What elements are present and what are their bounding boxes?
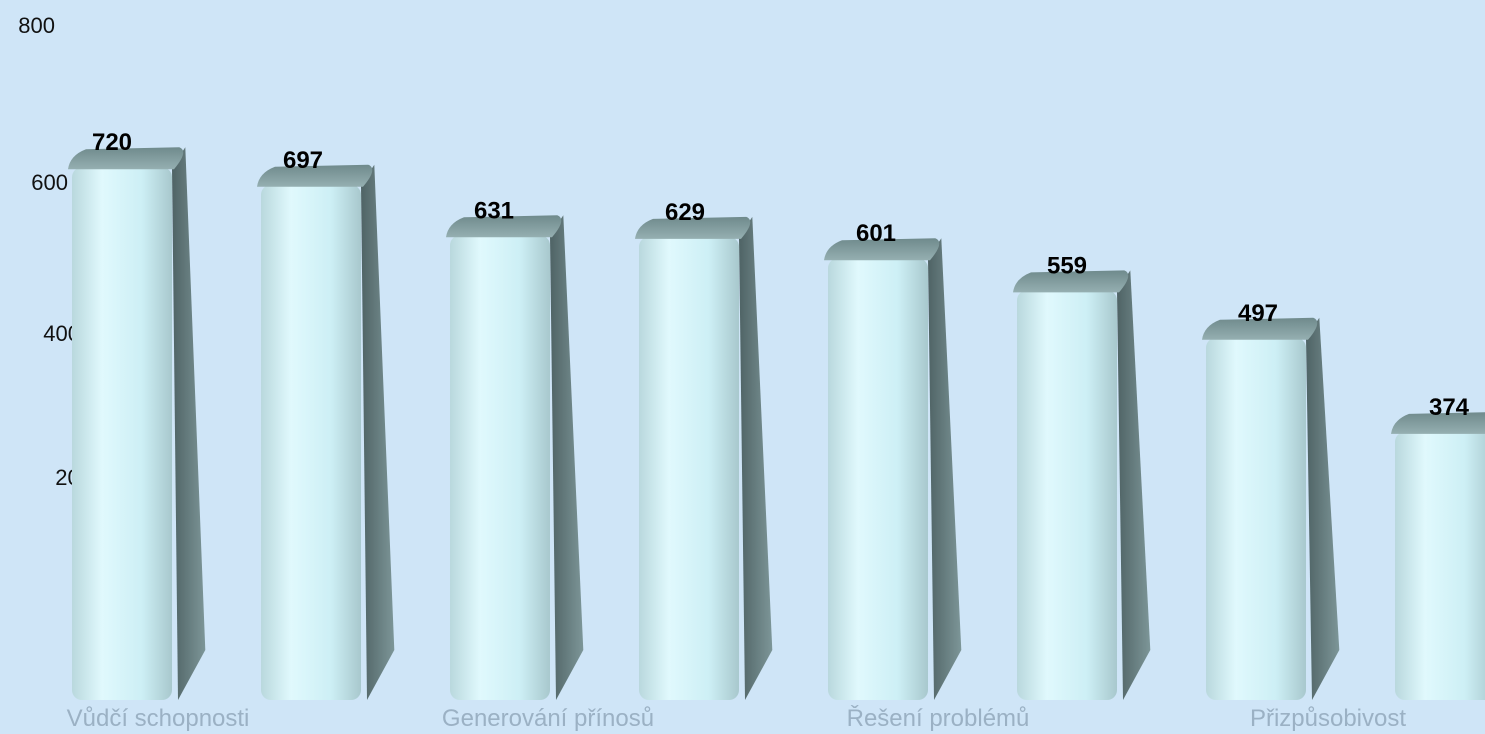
bar-side [739,216,773,700]
bar-face [1017,290,1117,700]
bars [68,147,1485,701]
value-labels: 720 697 631 629 601 559 497 374 [92,129,1470,421]
bar [1013,270,1151,700]
value-label: 559 [1047,252,1087,279]
value-label: 720 [92,129,132,156]
bar-top [635,216,751,239]
y-tick-label: 600 [31,170,68,195]
bar-face [1206,337,1306,700]
category-label: Přizpůsobivost [1250,705,1406,732]
bar-top [68,147,184,170]
bar-face [450,235,550,700]
category-label: Řešení problémů [847,705,1030,732]
bar-face [72,167,172,700]
bar-side [550,215,584,700]
bar [635,216,773,700]
bar-top [446,215,562,238]
bar-side [928,238,962,701]
category-labels: Vůdčí schopnosti Generování přínosů Řešení… [67,705,1407,732]
bar-side [361,164,395,701]
value-label: 629 [665,199,705,226]
bar-top [1391,412,1485,434]
bar-top [1013,270,1129,293]
value-label: 697 [283,147,323,174]
bar-face [639,236,739,700]
bar-side [172,147,206,700]
bar [1202,317,1340,700]
bar-face [1395,431,1485,700]
bar [1391,412,1485,700]
bar [257,164,395,701]
category-label: Vůdčí schopnosti [67,705,250,732]
bar-top [824,238,940,261]
bar-face [261,184,361,701]
value-label: 601 [856,220,896,247]
value-label: 374 [1429,394,1470,421]
bar [824,238,962,701]
bar [446,215,584,700]
value-label: 497 [1238,300,1278,327]
value-label: 631 [474,197,514,224]
y-tick-label: 800 [18,13,55,38]
category-label: Generování přínosů [442,705,654,732]
bar-top [1202,317,1318,340]
bar-top [257,164,373,187]
bar-face [828,258,928,700]
bar-side [1306,317,1340,700]
bar [68,147,206,700]
bar-side [1117,270,1151,700]
